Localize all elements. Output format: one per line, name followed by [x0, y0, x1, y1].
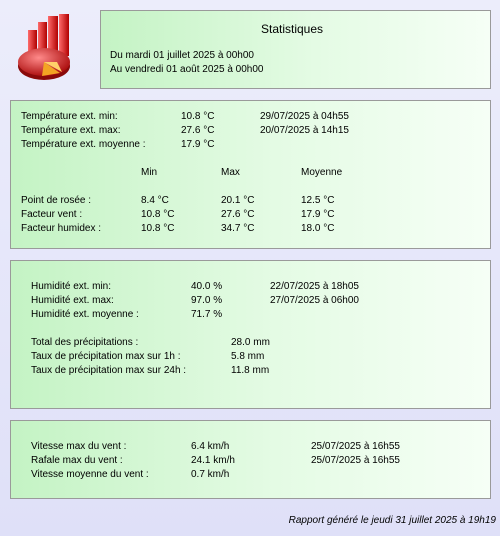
rain-total-value: 28.0 mm [231, 337, 270, 348]
column-header-avg: Moyenne [301, 167, 343, 178]
rain-rate-1h-value: 5.8 mm [231, 351, 265, 362]
temp-max-date: 20/07/2025 à 14h15 [260, 125, 349, 136]
wind-panel [10, 420, 491, 499]
humidity-min-value: 40.0 % [191, 281, 223, 292]
wind-avg-value: 0.7 km/h [191, 469, 230, 480]
temp-avg-label: Température ext. moyenne : [21, 139, 146, 150]
column-header-max: Max [221, 167, 240, 178]
windchill-max: 27.6 °C [221, 209, 255, 220]
rain-rate-1h-label: Taux de précipitation max sur 1h : [31, 351, 181, 362]
temp-min-value: 10.8 °C [181, 111, 215, 122]
wind-max-label: Vitesse max du vent : [31, 441, 127, 452]
page-title: Statistiques [261, 22, 324, 36]
humidex-max: 34.7 °C [221, 223, 255, 234]
dewpoint-label: Point de rosée : [21, 195, 92, 206]
humidity-avg-label: Humidité ext. moyenne : [31, 309, 139, 320]
humidex-min: 10.8 °C [141, 223, 175, 234]
column-header-min: Min [141, 167, 158, 178]
temp-max-value: 27.6 °C [181, 125, 215, 136]
header-panel [100, 10, 491, 89]
temperature-panel [10, 100, 491, 249]
gust-max-label: Rafale max du vent : [31, 455, 123, 466]
gust-max-value: 24.1 km/h [191, 455, 235, 466]
humidity-avg-value: 71.7 % [191, 309, 223, 320]
temp-avg-value: 17.9 °C [181, 139, 215, 150]
windchill-avg: 17.9 °C [301, 209, 335, 220]
humidity-max-date: 27/07/2025 à 06h00 [270, 295, 359, 306]
humidity-max-label: Humidité ext. max: [31, 295, 114, 306]
report-footer: Rapport généré le jeudi 31 juillet 2025 … [288, 515, 496, 526]
rain-rate-24h-label: Taux de précipitation max sur 24h : [31, 365, 187, 376]
windchill-label: Facteur vent : [21, 209, 83, 220]
wind-max-date: 25/07/2025 à 16h55 [311, 441, 400, 452]
humidex-avg: 18.0 °C [301, 223, 335, 234]
gust-max-date: 25/07/2025 à 16h55 [311, 455, 400, 466]
wind-max-value: 6.4 km/h [191, 441, 230, 452]
windchill-min: 10.8 °C [141, 209, 175, 220]
humidity-min-label: Humidité ext. min: [31, 281, 112, 292]
humidity-max-value: 97.0 % [191, 295, 223, 306]
humidex-label: Facteur humidex : [21, 223, 102, 234]
wind-avg-label: Vitesse moyenne du vent : [31, 469, 149, 480]
rain-rate-24h-value: 11.8 mm [231, 365, 270, 376]
dewpoint-min: 8.4 °C [141, 195, 169, 206]
humidity-min-date: 22/07/2025 à 18h05 [270, 281, 359, 292]
period-start: Du mardi 01 juillet 2025 à 00h00 [110, 50, 254, 61]
dewpoint-avg: 12.5 °C [301, 195, 335, 206]
temp-max-label: Température ext. max: [21, 125, 121, 136]
temp-min-label: Température ext. min: [21, 111, 118, 122]
temp-min-date: 29/07/2025 à 04h55 [260, 111, 349, 122]
humidity-rain-panel [10, 260, 491, 409]
dewpoint-max: 20.1 °C [221, 195, 255, 206]
rain-total-label: Total des précipitations : [31, 337, 139, 348]
period-end: Au vendredi 01 août 2025 à 00h00 [110, 64, 264, 75]
pie-chart-icon [16, 12, 78, 82]
